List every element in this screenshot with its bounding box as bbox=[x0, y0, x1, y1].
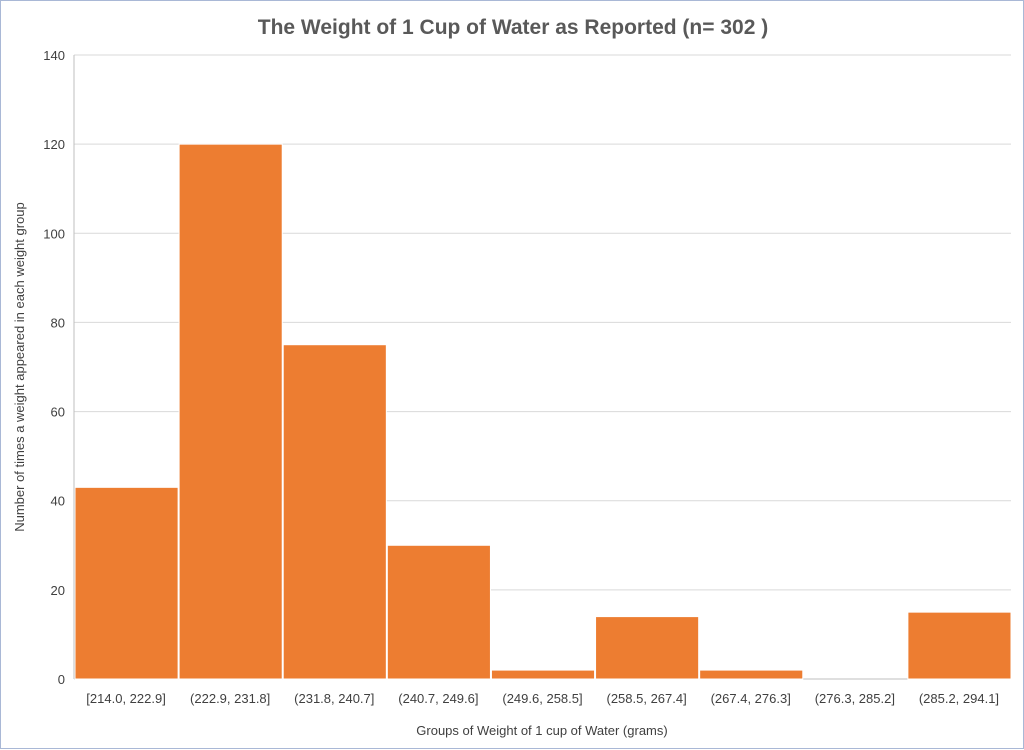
x-tick-label: (258.5, 267.4] bbox=[606, 691, 686, 706]
y-tick-label: 40 bbox=[51, 494, 65, 509]
y-tick-label: 120 bbox=[43, 137, 65, 152]
bar bbox=[74, 486, 179, 680]
y-tick-label: 60 bbox=[51, 405, 65, 420]
bar bbox=[490, 669, 596, 680]
x-tick-label: [214.0, 222.9] bbox=[86, 691, 166, 706]
x-tick-label: (285.2, 294.1] bbox=[919, 691, 999, 706]
y-tick-label: 20 bbox=[51, 583, 65, 598]
x-tick-label: (240.7, 249.6] bbox=[398, 691, 478, 706]
y-tick-label: 140 bbox=[43, 48, 65, 63]
y-tick-label: 100 bbox=[43, 226, 65, 241]
chart-title: The Weight of 1 Cup of Water as Reported… bbox=[258, 16, 768, 39]
x-axis-label: Groups of Weight of 1 cup of Water (gram… bbox=[416, 723, 667, 738]
bar bbox=[178, 143, 283, 680]
y-tick-label: 80 bbox=[51, 315, 65, 330]
y-tick-label: 0 bbox=[58, 672, 65, 687]
x-tick-label: (231.8, 240.7] bbox=[294, 691, 374, 706]
y-axis-ticks: 0 20 40 60 80 100 120 140 bbox=[43, 48, 65, 687]
bars bbox=[74, 143, 1012, 680]
bar bbox=[699, 669, 804, 680]
x-tick-label: (222.9, 231.8] bbox=[190, 691, 270, 706]
x-tick-label: (276.3, 285.2] bbox=[815, 691, 895, 706]
x-axis-ticks: [214.0, 222.9] (222.9, 231.8] (231.8, 240.… bbox=[86, 691, 999, 706]
x-tick-label: (267.4, 276.3] bbox=[711, 691, 791, 706]
bar bbox=[595, 616, 700, 680]
bar bbox=[907, 611, 1012, 680]
bar bbox=[386, 544, 491, 680]
x-tick-label: (249.6, 258.5] bbox=[502, 691, 582, 706]
y-axis-label: Number of times a weight appeared in eac… bbox=[12, 202, 27, 532]
bar bbox=[282, 344, 387, 680]
